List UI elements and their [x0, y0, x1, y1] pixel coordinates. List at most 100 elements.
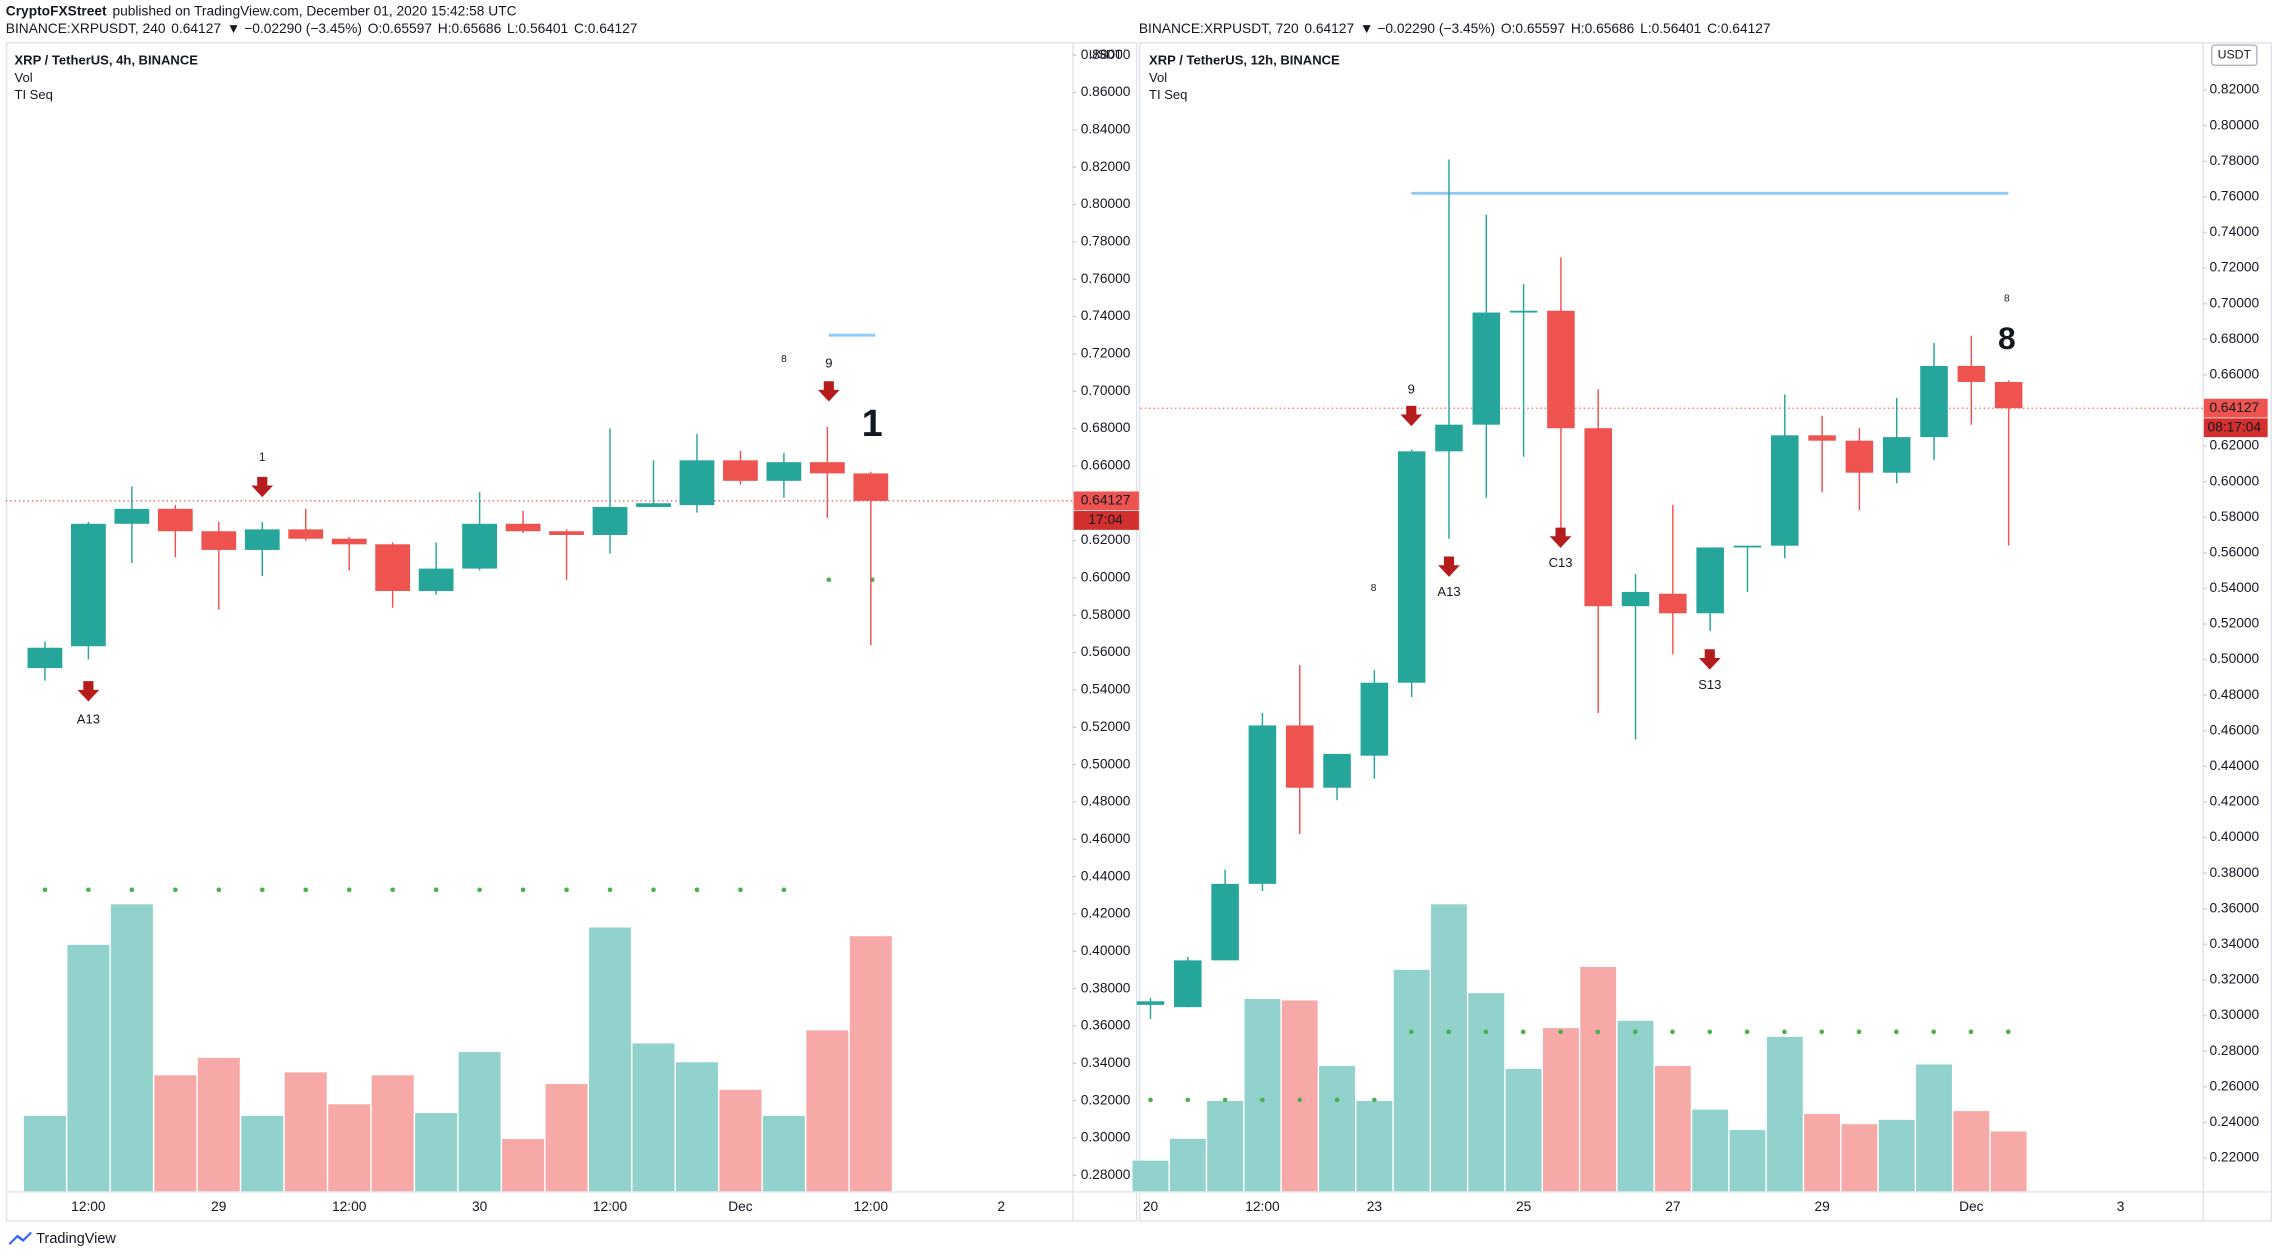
- y-tick-label: 0.84000: [1081, 122, 1131, 137]
- volume-bar: [1319, 1065, 1355, 1192]
- volume-bar: [284, 1072, 327, 1192]
- legend-title: XRP / TetherUS, 4h, BINANCE: [14, 52, 198, 67]
- candle-body: [723, 460, 758, 481]
- volume-bar: [719, 1089, 762, 1192]
- candle-body: [1659, 593, 1687, 614]
- y-tick-label: 0.30000: [1081, 1130, 1131, 1145]
- candle-body: [592, 506, 628, 535]
- volume-bar: [545, 1083, 588, 1192]
- y-tick-label: 0.68000: [1081, 420, 1131, 435]
- volume-bar: [806, 1030, 849, 1192]
- volume-bar: [1766, 1036, 1803, 1192]
- volume-bar: [1468, 993, 1505, 1192]
- open-text: O:0.65597: [368, 21, 432, 36]
- change: ▼ −0.02290 (−3.45%): [1360, 21, 1495, 36]
- logo-icon: [8, 1231, 32, 1245]
- candle-body: [1285, 725, 1314, 788]
- volume-bar: [1841, 1124, 1878, 1192]
- volume-bar: [1431, 904, 1467, 1192]
- price-pane: XRP / TetherUS, 4h, BINANCE Vol TI Seq A13 1…: [5, 52, 1073, 1192]
- candle-body: [766, 462, 802, 481]
- candle-body: [505, 523, 541, 532]
- y-tick-label: 0.44000: [2209, 758, 2259, 773]
- seq-dot: [738, 887, 743, 893]
- volume-bar: [241, 1115, 284, 1192]
- candle-body: [71, 523, 106, 647]
- seq-label: 8: [781, 354, 787, 365]
- candle-body: [1920, 365, 1948, 438]
- y-tick-label: 0.60000: [1081, 570, 1131, 585]
- y-tick-label: 0.22000: [2209, 1150, 2259, 1165]
- candle-body: [549, 531, 584, 535]
- volume-bar: [675, 1062, 718, 1192]
- x-tick-label: 23: [1367, 1199, 1383, 1214]
- x-tick-label: 3: [2117, 1199, 2125, 1214]
- y-tick-label: 0.36000: [1081, 1018, 1131, 1033]
- volume-bar: [110, 904, 153, 1192]
- seq-dot: [477, 887, 482, 893]
- seq-dot: [1148, 1097, 1153, 1103]
- candle-body: [157, 508, 193, 532]
- y-tick-label: 0.58000: [1081, 607, 1131, 622]
- y-tick-label: 0.66000: [2209, 366, 2259, 381]
- candle-body: [1174, 960, 1202, 1008]
- y-tick-label: 0.80000: [2209, 117, 2259, 132]
- y-tick-label: 0.34000: [1081, 1055, 1131, 1070]
- y-tick-label: 0.24000: [2209, 1114, 2259, 1129]
- seq-dot: [1222, 1097, 1228, 1103]
- volume-bar: [415, 1112, 458, 1192]
- seq-dot: [1297, 1097, 1303, 1103]
- seq-dot: [129, 887, 135, 893]
- y-tick-label: 0.74000: [1081, 308, 1131, 323]
- last-price-header: 0.64127: [171, 21, 221, 36]
- currency-box: [2211, 44, 2258, 67]
- legend-title: XRP / TetherUS, 12h, BINANCE: [1149, 52, 1340, 67]
- x-tick-label: 12:00: [332, 1199, 367, 1214]
- sell-arrow: [1400, 405, 1423, 427]
- seq-dot: [1968, 1029, 1974, 1035]
- y-tick-label: 0.74000: [2209, 224, 2259, 239]
- y-tick-label: 0.72000: [2209, 260, 2259, 275]
- y-tick-label: 0.44000: [1081, 868, 1131, 883]
- y-tick-label: 0.42000: [2209, 794, 2259, 809]
- seq-dot: [2005, 1029, 2011, 1035]
- candle-body: [27, 647, 63, 669]
- volume-bar: [1692, 1109, 1729, 1192]
- volume-pane: [1132, 904, 2027, 1192]
- candle-body: [1696, 547, 1724, 614]
- seq-dot: [1894, 1029, 1899, 1035]
- seq-label: 9: [825, 355, 832, 370]
- y-tick-label: 0.54000: [1081, 682, 1131, 697]
- volume-bar: [1132, 1160, 1169, 1192]
- y-tick-label: 0.46000: [2209, 722, 2259, 737]
- high-text: H:0.65686: [438, 21, 502, 36]
- legend-indicator: Vol: [1149, 70, 1167, 85]
- legend-indicator: TI Seq: [14, 87, 52, 102]
- volume-bar: [1356, 1100, 1393, 1192]
- candle-body: [1621, 591, 1650, 607]
- countdown-text: 08:17:04: [2208, 419, 2262, 434]
- y-tick-label: 0.48000: [1081, 794, 1131, 809]
- seq-label: S13: [1698, 677, 1721, 692]
- seq-dot: [1408, 1029, 1414, 1035]
- price-tag: [2203, 398, 2268, 418]
- footer-brand: TradingView: [36, 1231, 116, 1247]
- volume-bar: [23, 1115, 66, 1192]
- candle-body: [1509, 310, 1538, 313]
- volume-bar: [589, 927, 632, 1192]
- candle-body: [1957, 365, 1986, 382]
- candle-body: [809, 462, 845, 474]
- x-tick-label: 2: [997, 1199, 1005, 1214]
- seq-dot: [1185, 1097, 1191, 1103]
- currency-label: USDT: [2218, 47, 2252, 61]
- candle-body: [1136, 1001, 1165, 1005]
- volume-bar: [154, 1075, 197, 1192]
- seq-dot: [173, 887, 178, 893]
- right-panel-frame: [1138, 42, 2272, 1222]
- seq-dot: [694, 887, 700, 893]
- seq-dot: [433, 887, 439, 893]
- volume-bar: [1804, 1114, 1841, 1192]
- y-tick-label: 0.36000: [2209, 900, 2259, 915]
